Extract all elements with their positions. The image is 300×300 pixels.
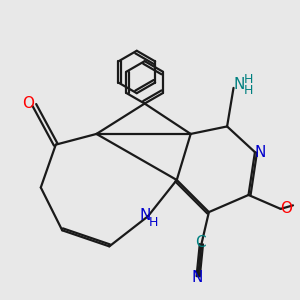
Text: C: C xyxy=(196,235,206,250)
Text: H: H xyxy=(148,216,158,230)
Text: H: H xyxy=(244,73,254,86)
Text: N: N xyxy=(192,270,203,285)
Text: H: H xyxy=(244,84,254,97)
Text: N: N xyxy=(233,77,244,92)
Text: N: N xyxy=(140,208,151,223)
Text: O: O xyxy=(280,201,292,216)
Text: N: N xyxy=(254,145,266,160)
Text: O: O xyxy=(22,96,34,111)
